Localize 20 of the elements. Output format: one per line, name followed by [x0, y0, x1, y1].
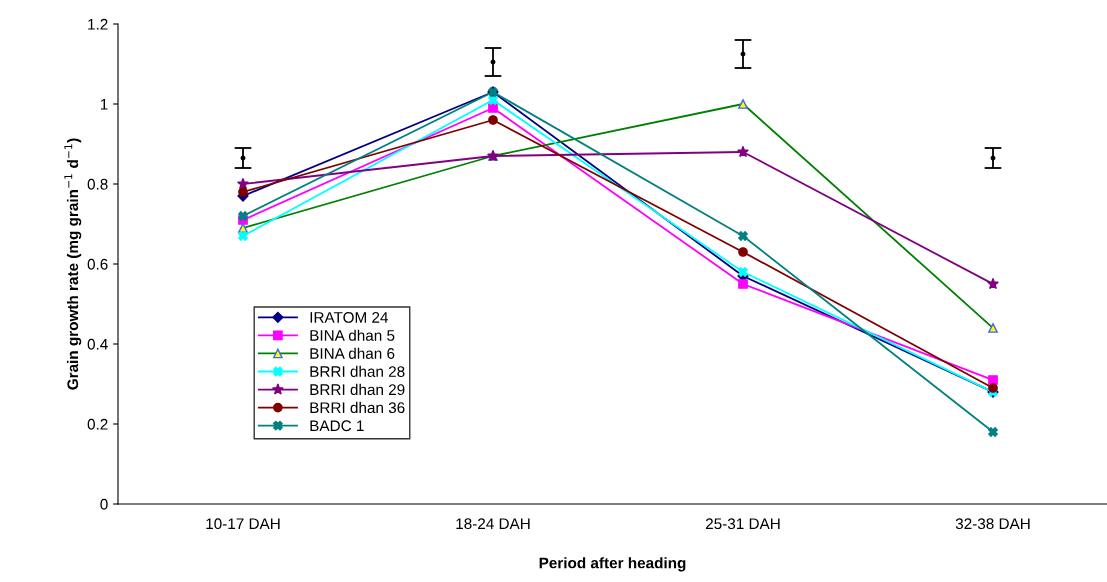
legend-label: BRRI dhan 36 [310, 401, 405, 414]
y-tick-label: 1 [100, 99, 108, 110]
y-tick-label: 0 [100, 498, 108, 510]
y-tick-label: 0.6 [87, 258, 108, 270]
legend-label: IRATOM 24 [310, 311, 389, 323]
x-axis-title: Period after heading [539, 557, 686, 572]
legend-label: BINA dhan 5 [310, 329, 395, 341]
x-tick-label: 10-17 DAH [206, 518, 280, 530]
y-tick-label: 1.2 [88, 18, 108, 30]
y-tick-label: 0.8 [87, 178, 108, 190]
legend-label: BRRI dhan 28 [310, 365, 405, 377]
legend-label: BADC 1 [310, 420, 364, 432]
x-tick-label: 25-31 DAH [705, 518, 780, 530]
y-tick-label: 0.2 [87, 418, 108, 430]
x-tick-label: 18-24 DAH [456, 518, 530, 530]
legend-label: BINA dhan 6 [310, 347, 395, 359]
x-tick-label: 32-38 DAH [955, 518, 1030, 530]
y-tick-label: 0.4 [87, 338, 108, 350]
y-axis-title: Grain growth rate (mg grain$^{−1}$ d$^{−1}$) [64, 138, 82, 390]
legend-label: BRRI dhan 29 [310, 383, 405, 396]
